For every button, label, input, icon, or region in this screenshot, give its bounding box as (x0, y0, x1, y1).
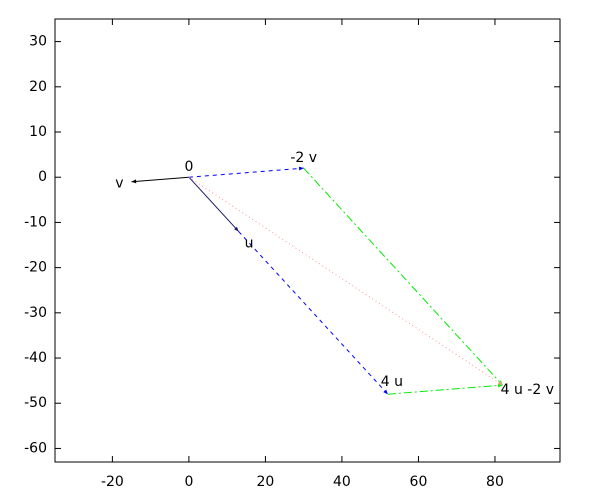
arrow-head (298, 166, 304, 171)
x-tick-label: -20 (101, 474, 124, 490)
y-tick-label: -20 (24, 260, 47, 276)
y-tick-label: 30 (29, 34, 47, 50)
y-tick-label: 10 (29, 124, 47, 140)
vector (387, 384, 503, 395)
y-tick-label: 0 (38, 169, 47, 185)
y-tick-label: -40 (24, 350, 47, 366)
vector (188, 176, 240, 232)
x-tick-label: 0 (184, 474, 193, 490)
x-tick-label: 20 (257, 474, 275, 490)
annotation: v (115, 176, 123, 192)
arrow-head (234, 226, 239, 232)
annotation: 4 u (381, 374, 403, 390)
arrow-head (383, 389, 388, 395)
arrow-head (497, 380, 503, 386)
y-tick-label: -10 (24, 214, 47, 230)
y-tick-label: 20 (29, 79, 47, 95)
annotation: u (245, 235, 254, 251)
annotation: 0 (184, 159, 193, 175)
y-tick-label: -50 (24, 395, 47, 411)
annotation: -2 v (290, 150, 317, 166)
arrow-head (497, 383, 503, 388)
plot-border (54, 18, 561, 463)
y-tick-label: -30 (24, 305, 47, 321)
vector (188, 176, 503, 386)
annotation: 4 u -2 v (501, 382, 554, 398)
x-tick-label: 40 (333, 474, 351, 490)
vector (303, 167, 503, 386)
x-tick-label: 60 (410, 474, 428, 490)
x-tick-label: 80 (486, 474, 504, 490)
arrow-head (131, 179, 137, 184)
vector (131, 176, 189, 183)
vector (188, 167, 304, 178)
y-tick-label: -60 (24, 440, 47, 456)
vector (238, 231, 389, 395)
